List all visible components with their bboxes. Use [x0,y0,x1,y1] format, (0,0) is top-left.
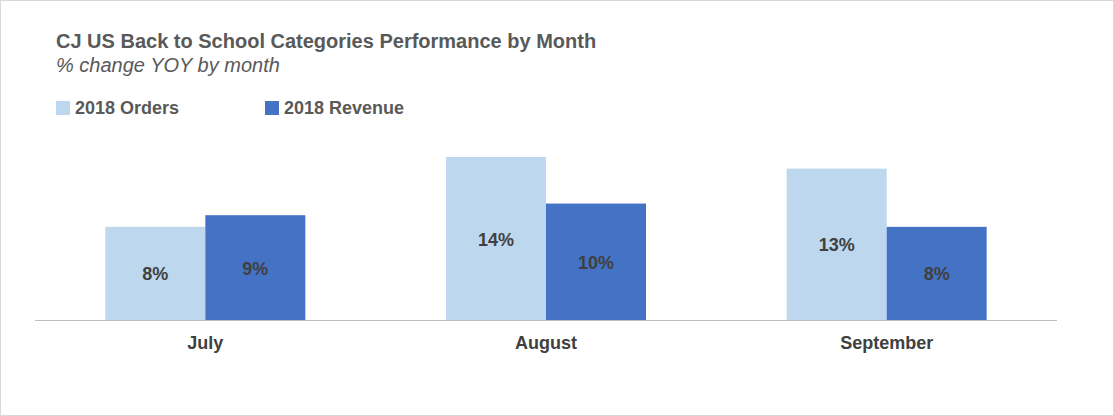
chart: CJ US Back to School Categories Performa… [0,0,1114,416]
bar [787,169,887,320]
data-label: 8% [924,264,950,284]
category-label: September [840,333,933,353]
category-label: August [515,333,577,353]
data-label: 8% [142,264,168,284]
legend-swatch [265,101,279,115]
legend-swatch [56,101,70,115]
data-label: 13% [819,235,855,255]
bar [205,215,305,320]
bar [446,157,546,320]
legend-label: 2018 Revenue [284,98,404,118]
bar [546,204,646,320]
data-label: 14% [478,230,514,250]
bar [105,227,205,320]
legend-label: 2018 Orders [75,98,179,118]
subtitle: % change YOY by month [56,54,280,76]
title: CJ US Back to School Categories Performa… [56,30,596,52]
data-label: 10% [578,253,614,273]
data-label: 9% [242,259,268,279]
x-axis-line [35,320,1057,321]
data-labels: 8% 9% 14% 10% 13% 8% [142,230,949,285]
bars [105,157,986,320]
legend: 2018 Orders 2018 Revenue [56,98,404,118]
bar [887,227,987,320]
category-label: July [187,333,223,353]
chart-border [1,1,1114,416]
